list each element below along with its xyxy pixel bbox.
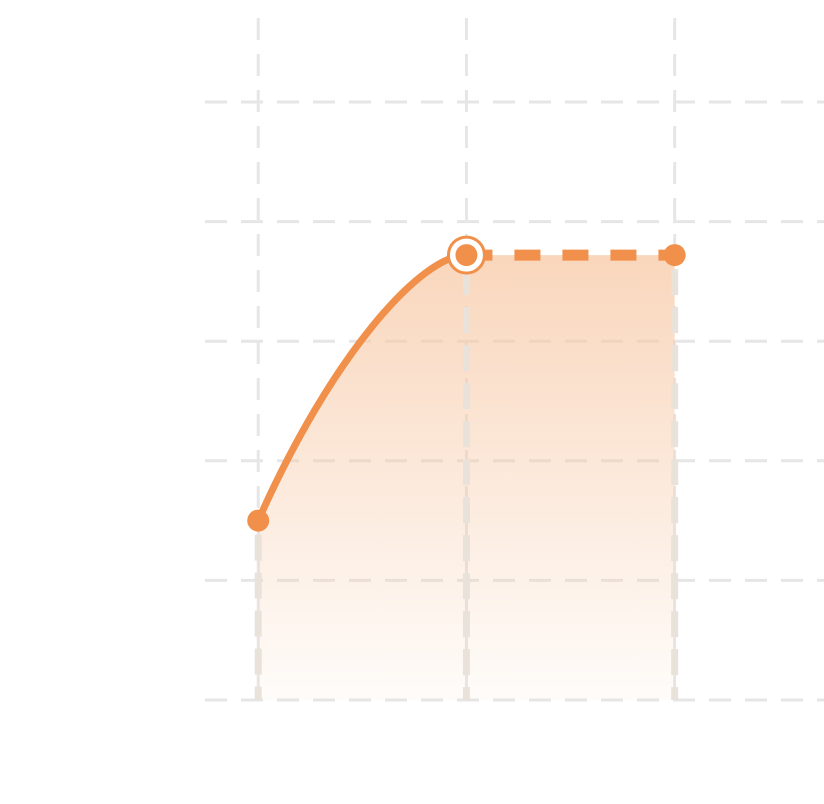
series-line-solid — [254, 251, 470, 525]
series-line-layer — [254, 249, 675, 525]
data-point — [455, 244, 478, 267]
drop-lines — [254, 269, 679, 700]
data-point — [247, 509, 270, 532]
data-point — [663, 244, 686, 267]
data-points — [247, 235, 686, 532]
